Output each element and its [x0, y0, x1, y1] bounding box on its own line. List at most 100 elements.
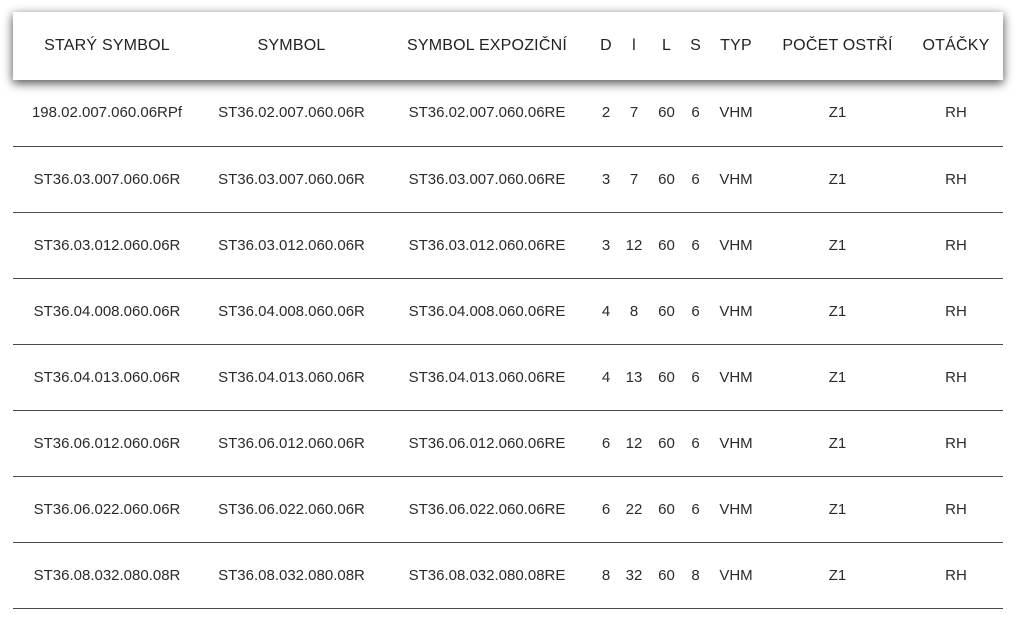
cell-symbol-expozicni: ST36.06.022.060.06RE — [408, 500, 566, 518]
header-symbol-expozicni: SYMBOL EXPOZIČNÍ — [382, 12, 592, 80]
cell-symbol-expozicni: ST36.08.032.080.08RE — [408, 566, 566, 584]
cell-pocet-ostri: Z1 — [828, 104, 847, 122]
cell-symbol: ST36.02.007.060.06R — [218, 104, 365, 122]
cell-symbol: ST36.04.013.060.06R — [218, 368, 365, 386]
cell-stary-symbol: ST36.03.012.060.06R — [33, 236, 181, 254]
table-row: 198.02.007.060.06RPf ST36.02.007.060.06R… — [13, 80, 1003, 146]
cell-l-small: 22 — [625, 500, 643, 518]
cell-typ: VHM — [719, 170, 753, 188]
cell-symbol-expozicni: ST36.02.007.060.06RE — [408, 104, 566, 122]
cell-pocet-ostri: Z1 — [828, 368, 847, 386]
cell-otacky: RH — [945, 368, 967, 386]
cell-symbol: ST36.06.012.060.06R — [218, 434, 365, 452]
header-symbol: SYMBOL — [201, 12, 382, 80]
cell-symbol: ST36.04.008.060.06R — [218, 302, 365, 320]
cell-s: 6 — [691, 104, 700, 122]
cell-symbol-expozicni: ST36.03.012.060.06RE — [408, 236, 566, 254]
table-row: ST36.03.012.060.06R ST36.03.012.060.06R … — [13, 212, 1003, 278]
cell-otacky: RH — [945, 302, 967, 320]
cell-l-small: 12 — [625, 236, 643, 254]
table-row: ST36.03.007.060.06R ST36.03.007.060.06R … — [13, 146, 1003, 212]
table-row: ST36.06.022.060.06R ST36.06.022.060.06R … — [13, 476, 1003, 542]
cell-otacky: RH — [945, 104, 967, 122]
cell-l: 60 — [658, 302, 675, 320]
table-row: ST36.04.008.060.06R ST36.04.008.060.06R … — [13, 278, 1003, 344]
header-stary-symbol: STARÝ SYMBOL — [13, 12, 201, 80]
product-table: STARÝ SYMBOL SYMBOL SYMBOL EXPOZIČNÍ D l… — [13, 12, 1003, 609]
cell-symbol: ST36.03.007.060.06R — [218, 170, 365, 188]
cell-d: 4 — [601, 302, 611, 320]
cell-typ: VHM — [719, 566, 753, 584]
cell-s: 6 — [691, 500, 700, 518]
cell-symbol-expozicni: ST36.04.013.060.06RE — [408, 368, 566, 386]
cell-s: 6 — [691, 170, 700, 188]
cell-l: 60 — [658, 566, 675, 584]
cell-pocet-ostri: Z1 — [828, 434, 847, 452]
cell-stary-symbol: ST36.04.013.060.06R — [33, 368, 181, 386]
cell-symbol: ST36.08.032.080.08R — [218, 566, 365, 584]
cell-symbol: ST36.06.022.060.06R — [218, 500, 365, 518]
header-otacky: OTÁČKY — [909, 12, 1003, 80]
cell-symbol-expozicni: ST36.04.008.060.06RE — [408, 302, 566, 320]
cell-typ: VHM — [719, 302, 753, 320]
cell-l-small: 12 — [625, 434, 643, 452]
header-l: L — [648, 12, 685, 80]
cell-typ: VHM — [719, 236, 753, 254]
header-s: S — [685, 12, 706, 80]
cell-typ: VHM — [719, 434, 753, 452]
cell-typ: VHM — [719, 500, 753, 518]
cell-stary-symbol: 198.02.007.060.06RPf — [31, 104, 183, 122]
header-pocet-ostri: POČET OSTŘÍ — [766, 12, 909, 80]
cell-pocet-ostri: Z1 — [828, 302, 847, 320]
cell-l-small: 32 — [625, 566, 643, 584]
cell-typ: VHM — [719, 368, 753, 386]
cell-d: 4 — [601, 368, 611, 386]
cell-l: 60 — [658, 434, 675, 452]
cell-l: 60 — [658, 104, 675, 122]
cell-d: 6 — [601, 500, 611, 518]
cell-d: 3 — [601, 170, 611, 188]
cell-pocet-ostri: Z1 — [828, 566, 847, 584]
cell-typ: VHM — [719, 104, 753, 122]
cell-d: 8 — [601, 566, 611, 584]
cell-s: 6 — [691, 434, 700, 452]
cell-l: 60 — [658, 236, 675, 254]
cell-s: 8 — [691, 566, 700, 584]
cell-pocet-ostri: Z1 — [828, 236, 847, 254]
table-row: ST36.04.013.060.06R ST36.04.013.060.06R … — [13, 344, 1003, 410]
cell-stary-symbol: ST36.04.008.060.06R — [33, 302, 181, 320]
cell-s: 6 — [691, 236, 700, 254]
cell-otacky: RH — [945, 566, 967, 584]
header-row: STARÝ SYMBOL SYMBOL SYMBOL EXPOZIČNÍ D l… — [13, 12, 1003, 80]
cell-symbol-expozicni: ST36.06.012.060.06RE — [408, 434, 566, 452]
cell-symbol: ST36.03.012.060.06R — [218, 236, 365, 254]
table-header: STARÝ SYMBOL SYMBOL SYMBOL EXPOZIČNÍ D l… — [13, 12, 1003, 80]
cell-otacky: RH — [945, 170, 967, 188]
cell-stary-symbol: ST36.08.032.080.08R — [33, 566, 181, 584]
cell-s: 6 — [691, 368, 700, 386]
cell-d: 2 — [601, 104, 611, 122]
cell-l-small: 7 — [629, 104, 639, 122]
cell-otacky: RH — [945, 236, 967, 254]
header-d: D — [592, 12, 620, 80]
cell-pocet-ostri: Z1 — [828, 500, 847, 518]
cell-l: 60 — [658, 170, 675, 188]
cell-s: 6 — [691, 302, 700, 320]
cell-stary-symbol: ST36.06.022.060.06R — [33, 500, 181, 518]
cell-stary-symbol: ST36.03.007.060.06R — [33, 170, 181, 188]
cell-l-small: 13 — [625, 368, 643, 386]
cell-d: 6 — [601, 434, 611, 452]
table-row: ST36.06.012.060.06R ST36.06.012.060.06R … — [13, 410, 1003, 476]
cell-pocet-ostri: Z1 — [828, 170, 847, 188]
cell-stary-symbol: ST36.06.012.060.06R — [33, 434, 181, 452]
cell-l-small: 7 — [629, 170, 639, 188]
header-typ: TYP — [706, 12, 766, 80]
product-table-container: STARÝ SYMBOL SYMBOL SYMBOL EXPOZIČNÍ D l… — [13, 12, 1003, 609]
header-l-small: l — [620, 12, 648, 80]
cell-l: 60 — [658, 500, 675, 518]
cell-otacky: RH — [945, 434, 967, 452]
cell-l-small: 8 — [629, 302, 639, 320]
cell-symbol-expozicni: ST36.03.007.060.06RE — [408, 170, 566, 188]
table-row: ST36.08.032.080.08R ST36.08.032.080.08R … — [13, 542, 1003, 608]
cell-l: 60 — [658, 368, 675, 386]
